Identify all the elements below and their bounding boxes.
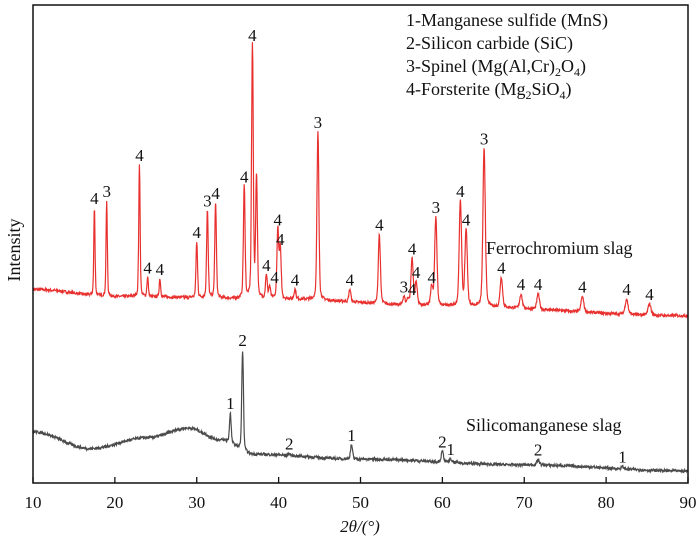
peak-label: 3 <box>203 192 212 211</box>
legend-text: ) <box>566 79 572 100</box>
peak-label: 4 <box>143 258 152 277</box>
legend-subscript: 4 <box>574 65 580 79</box>
legend-text: O <box>561 56 574 76</box>
peak-label: 1 <box>446 440 455 459</box>
peak-label: 4 <box>375 215 384 234</box>
peak-label: 4 <box>193 223 202 242</box>
peak-label: 1 <box>347 426 356 445</box>
legend-entry: 4-Forsterite (Mg2SiO4) <box>406 79 572 102</box>
x-tick-label: 30 <box>188 493 205 512</box>
series-line-silicomanganese <box>32 351 689 474</box>
legend-text: 4-Forsterite (Mg <box>406 79 525 100</box>
x-tick-label: 60 <box>434 493 451 512</box>
legend-entry: 1-Manganese sulfide (MnS) <box>406 10 608 31</box>
legend-subscript: 4 <box>560 88 566 102</box>
series-label-ferrochromium: Ferrochromium slag <box>486 238 632 258</box>
peak-label: 4 <box>262 256 271 275</box>
peak-label: 4 <box>534 275 543 294</box>
peak-label: 4 <box>276 230 285 249</box>
y-axis-label: Intensity <box>4 219 24 282</box>
peak-label: 4 <box>291 270 300 289</box>
x-tick-label: 50 <box>352 493 369 512</box>
peak-label: 4 <box>456 182 465 201</box>
peak-label: 4 <box>346 270 355 289</box>
peak-label: 4 <box>211 184 220 203</box>
legend-subscript: 2 <box>555 65 561 79</box>
peak-label: 3 <box>314 113 323 132</box>
legend: 1-Manganese sulfide (MnS)2-Silicon carbi… <box>406 10 608 102</box>
peak-label: 4 <box>240 168 249 187</box>
legend-text: SiO <box>531 79 559 99</box>
peak-label: 3 <box>480 129 489 148</box>
legend-subscript: 2 <box>525 88 531 102</box>
peak-label: 4 <box>517 275 526 294</box>
peak-label: 4 <box>90 189 99 208</box>
peak-label: 4 <box>274 211 283 230</box>
legend-text: 1-Manganese sulfide (MnS) <box>406 10 608 31</box>
peak-label: 1 <box>618 448 627 467</box>
peak-label: 4 <box>497 258 506 277</box>
peak-label: 4 <box>645 285 654 304</box>
peak-label: 4 <box>622 280 631 299</box>
x-tick-label: 40 <box>270 493 287 512</box>
peak-label: 3 <box>400 278 409 297</box>
peak-label: 4 <box>408 239 417 258</box>
peak-label: 4 <box>408 280 417 299</box>
x-tick-label: 90 <box>680 493 697 512</box>
peak-label: 4 <box>135 146 144 165</box>
peak-label: 2 <box>238 331 247 350</box>
x-axis: 10 20 30 40 50 60 70 80 90 <box>25 477 697 512</box>
peak-label: 1 <box>226 394 235 413</box>
legend-text: 3-Spinel (Mg(Al,Cr) <box>406 56 555 77</box>
peak-label: 4 <box>412 263 421 282</box>
peak-label: 3 <box>102 182 111 201</box>
x-tick-label: 70 <box>516 493 533 512</box>
legend-text: ) <box>580 56 586 77</box>
legend-entry: 3-Spinel (Mg(Al,Cr)2O4) <box>406 56 586 79</box>
x-tick-label: 80 <box>598 493 615 512</box>
legend-text: 2-Silicon carbide (SiC) <box>406 33 573 54</box>
peak-label: 2 <box>438 432 447 451</box>
peak-label: 3 <box>432 198 441 217</box>
peak-label: 2 <box>534 441 543 460</box>
series-line-ferrochromium <box>32 42 689 319</box>
peak-label: 4 <box>270 268 279 287</box>
x-tick-label: 10 <box>25 493 42 512</box>
series-label-silicomanganese: Silicomanganese slag <box>466 415 621 435</box>
peak-label: 4 <box>427 268 436 287</box>
peak-label: 4 <box>248 26 257 45</box>
peak-label: 2 <box>285 434 294 453</box>
x-tick-label: 20 <box>106 493 123 512</box>
peak-label: 4 <box>156 260 165 279</box>
peak-label: 4 <box>462 211 471 230</box>
legend-entry: 2-Silicon carbide (SiC) <box>406 33 573 54</box>
peak-label: 4 <box>578 278 587 297</box>
x-axis-label: 2θ/(°) <box>340 517 380 536</box>
